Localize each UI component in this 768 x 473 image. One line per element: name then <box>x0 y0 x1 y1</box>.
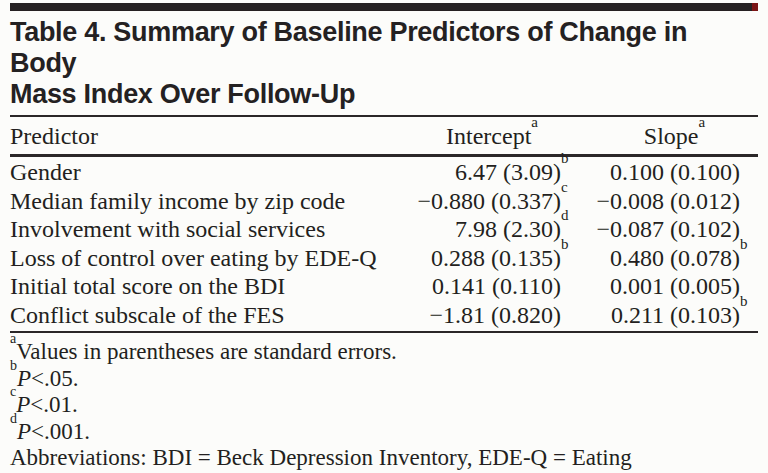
predictor-cell: Initial total score on the BDI <box>10 272 385 301</box>
table-title-line2: Mass Index Over Follow-Up <box>10 79 758 110</box>
slope-cell: 0.001 (0.005) <box>575 272 758 301</box>
table-row: Gender 6.47 (3.09)b 0.100 (0.100) <box>10 158 758 187</box>
footnote-mark: d <box>10 411 17 426</box>
predictor-cell: Conflict subscale of the FES <box>10 301 385 330</box>
slope-cell: −0.008 (0.012) <box>575 187 758 216</box>
footnote-line: aValues in parentheses are standard erro… <box>10 339 758 366</box>
column-header-predictor: Predictor <box>10 122 385 150</box>
slope-header-footnote-mark: a <box>699 114 706 130</box>
table-row: Initial total score on the BDI 0.141 (0.… <box>10 272 758 301</box>
table-header-row: Predictor Intercepta Slopea <box>10 117 758 157</box>
footnotes: aValues in parentheses are standard erro… <box>10 339 758 473</box>
footnote-line: dP<.001. <box>10 419 758 446</box>
top-rule-bar <box>10 3 752 11</box>
table-body: Gender 6.47 (3.09)b 0.100 (0.100) Median… <box>10 157 758 333</box>
table-title: Table 4. Summary of Baseline Predictors … <box>10 17 758 110</box>
predictor-cell: Loss of control over eating by EDE-Q <box>10 244 385 273</box>
footnote-mark: c <box>10 384 16 399</box>
slope-cell: −0.087 (0.102) <box>575 215 758 244</box>
predictor-cell: Involvement with social services <box>10 215 385 244</box>
intercept-header-footnote-mark: a <box>531 114 538 130</box>
predictor-cell: Median family income by zip code <box>10 187 385 216</box>
predictor-cell: Gender <box>10 158 385 187</box>
intercept-cell: 7.98 (2.30)d <box>385 215 575 244</box>
intercept-cell: −0.880 (0.337)c <box>385 187 575 216</box>
table-title-line1: Table 4. Summary of Baseline Predictors … <box>10 17 758 79</box>
table-figure: Table 4. Summary of Baseline Predictors … <box>0 3 768 473</box>
footnote-line: bP<.05. <box>10 366 758 393</box>
intercept-cell: 6.47 (3.09)b <box>385 158 575 187</box>
footnote-line: cP<.01. <box>10 392 758 419</box>
footnote-mark: a <box>10 331 16 346</box>
table-row: Involvement with social services 7.98 (2… <box>10 215 758 244</box>
intercept-cell: 0.141 (0.110) <box>385 272 575 301</box>
abbreviations-line1: Abbreviations: BDI = Beck Depression Inv… <box>10 445 758 472</box>
table-row: Conflict subscale of the FES −1.81 (0.82… <box>10 301 758 330</box>
column-header-intercept: Intercepta <box>397 122 587 150</box>
slope-cell: 0.211 (0.103)b <box>575 301 758 330</box>
slope-cell: 0.480 (0.078)b <box>575 244 758 273</box>
table-row: Loss of control over eating by EDE-Q 0.2… <box>10 244 758 273</box>
red-corner-mark <box>752 3 758 11</box>
top-rule <box>10 3 758 11</box>
slope-cell: 0.100 (0.100) <box>575 158 758 187</box>
column-header-slope: Slopea <box>583 122 766 150</box>
intercept-cell: 0.288 (0.135)b <box>385 244 575 273</box>
footnote-mark: b <box>10 358 17 373</box>
intercept-cell: −1.81 (0.820) <box>385 301 575 330</box>
table-row: Median family income by zip code −0.880 … <box>10 187 758 216</box>
